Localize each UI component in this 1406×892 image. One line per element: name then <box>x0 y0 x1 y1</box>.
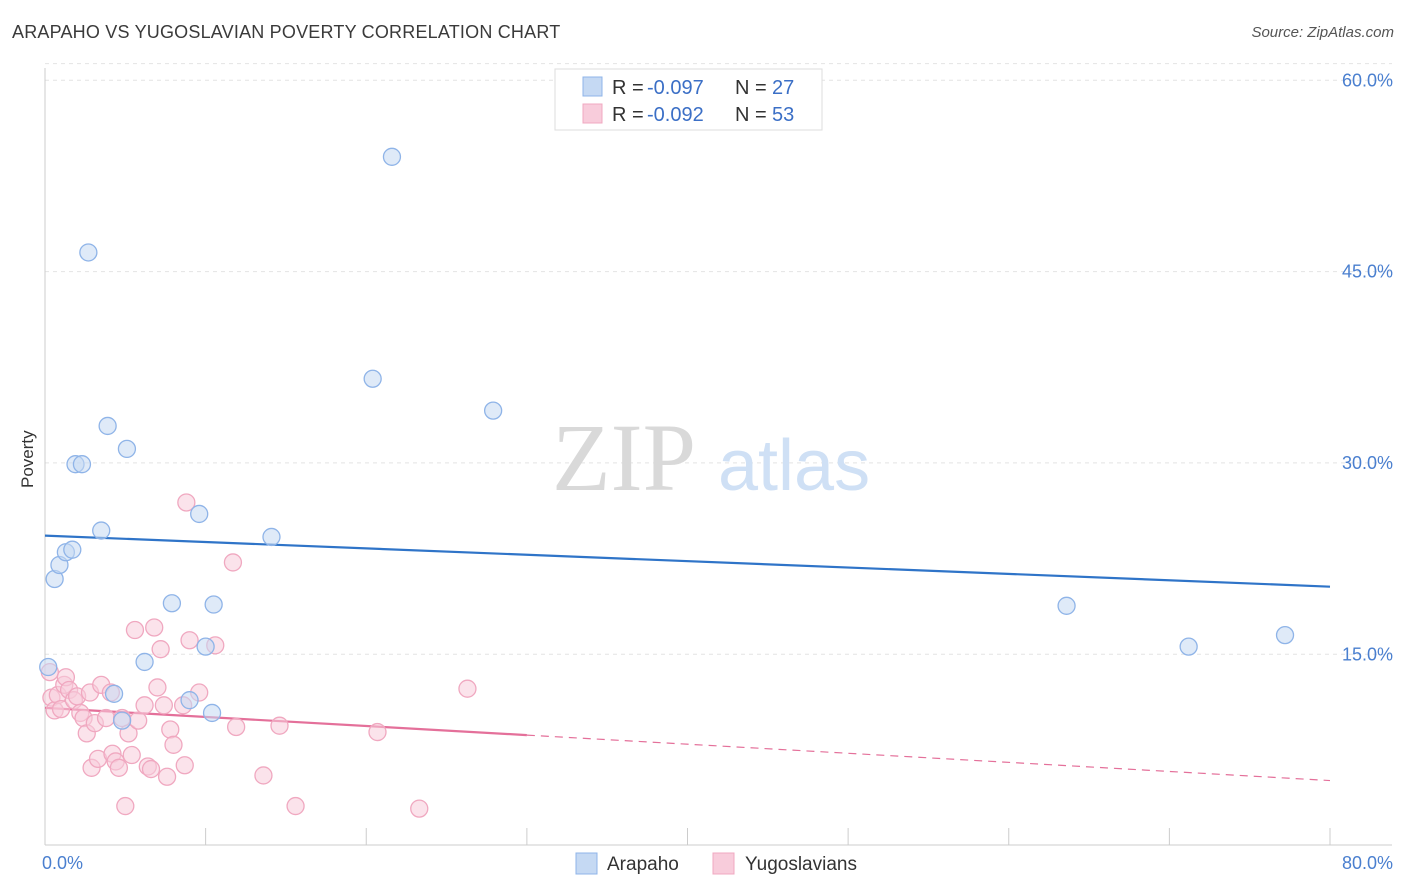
point-arapaho-23 <box>483 401 503 420</box>
point-arapaho-9 <box>98 416 117 436</box>
watermark: ZIP atlas <box>552 404 870 511</box>
x-tick-labels: 0.0% 80.0% <box>42 853 1393 873</box>
point-arapaho-22 <box>382 147 402 166</box>
point-arapaho-0 <box>39 657 58 677</box>
point-yugoslavians-32 <box>145 618 164 637</box>
point-yugoslavians-26 <box>122 745 141 765</box>
point-arapaho-26 <box>1275 625 1295 645</box>
bottom-legend-swatch-yugoslavians <box>712 852 735 875</box>
point-yugoslavians-37 <box>161 720 180 739</box>
y-tick-label-3: 60.0% <box>1342 70 1393 90</box>
point-yugoslavians-38 <box>164 735 183 754</box>
point-arapaho-4 <box>63 540 82 559</box>
legend-r-value-yugoslavians: -0.092 <box>647 104 704 126</box>
x-tick-label-max: 80.0% <box>1342 853 1393 873</box>
point-arapaho-14 <box>162 594 182 613</box>
point-arapaho-12 <box>117 439 137 459</box>
trend-lines <box>44 534 1331 782</box>
point-yugoslavians-4 <box>51 699 71 719</box>
y-axis-title: Poverty <box>18 430 37 488</box>
point-arapaho-17 <box>196 637 215 656</box>
point-yugoslavians-34 <box>151 640 170 659</box>
legend-swatch-yugoslavians <box>582 103 603 124</box>
point-arapaho-16 <box>190 504 209 524</box>
chart-title: ARAPAHO VS YUGOSLAVIAN POVERTY CORRELATI… <box>12 22 561 42</box>
point-arapaho-13 <box>135 652 154 672</box>
point-arapaho-15 <box>180 691 199 710</box>
bottom-legend: Arapaho Yugoslavians <box>575 852 857 875</box>
point-yugoslavians-52 <box>458 679 477 698</box>
point-yugoslavians-50 <box>368 722 387 742</box>
watermark-atlas: atlas <box>718 426 870 506</box>
point-yugoslavians-33 <box>148 678 167 697</box>
data-points <box>39 147 1295 818</box>
legend-r-label-arapaho: R = <box>612 77 649 99</box>
point-yugoslavians-46 <box>226 717 246 737</box>
point-yugoslavians-28 <box>129 711 148 730</box>
point-yugoslavians-18 <box>96 708 116 728</box>
point-yugoslavians-45 <box>223 553 243 572</box>
y-tick-labels: 15.0% 30.0% 45.0% 60.0% <box>1342 70 1393 664</box>
legend-n-label-yugoslavians: N = <box>735 104 772 126</box>
point-yugoslavians-40 <box>175 756 194 775</box>
x-ticks <box>44 828 1331 845</box>
point-yugoslavians-22 <box>109 758 129 777</box>
legend-swatch-arapaho <box>582 76 603 97</box>
point-arapaho-6 <box>72 455 92 474</box>
source-label: Source: ZipAtlas.com <box>1251 24 1394 41</box>
point-yugoslavians-51 <box>410 799 429 818</box>
point-arapaho-24 <box>1057 596 1076 615</box>
bottom-legend-label-arapaho: Arapaho <box>607 854 679 875</box>
bottom-legend-label-yugoslavians: Yugoslavians <box>745 854 857 875</box>
point-yugoslavians-27 <box>125 620 145 640</box>
axes <box>44 68 1392 846</box>
legend-n-value-arapaho: 27 <box>772 77 794 99</box>
grid-lines <box>45 63 1392 655</box>
point-arapaho-25 <box>1179 637 1198 656</box>
trend-line-extension-1 <box>526 734 1331 782</box>
point-arapaho-11 <box>112 711 132 730</box>
point-arapaho-19 <box>204 595 223 614</box>
y-tick-label-1: 30.0% <box>1342 453 1393 473</box>
point-yugoslavians-24 <box>116 796 135 816</box>
legend-n-label-arapaho: N = <box>735 77 772 99</box>
point-arapaho-21 <box>363 369 382 388</box>
point-yugoslavians-48 <box>270 716 289 735</box>
legend-n-value-yugoslavians: 53 <box>772 104 794 126</box>
point-arapaho-18 <box>202 703 222 723</box>
legend-r-value-arapaho: -0.097 <box>647 77 704 99</box>
point-yugoslavians-29 <box>135 696 154 715</box>
point-yugoslavians-41 <box>177 493 196 512</box>
x-tick-label-min: 0.0% <box>42 853 83 873</box>
point-yugoslavians-42 <box>180 631 199 650</box>
point-arapaho-10 <box>104 684 124 703</box>
watermark-zip: ZIP <box>552 404 696 511</box>
trend-line-0 <box>44 534 1331 588</box>
legend-box: R = -0.097 N = 27 R = -0.092 N = 53 <box>554 68 823 131</box>
legend-r-label-yugoslavians: R = <box>612 104 649 126</box>
y-tick-label-2: 45.0% <box>1342 262 1393 282</box>
point-yugoslavians-31 <box>141 759 161 779</box>
point-yugoslavians-47 <box>254 766 273 785</box>
y-tick-label-0: 15.0% <box>1342 644 1393 664</box>
point-arapaho-20 <box>262 527 281 547</box>
bottom-legend-swatch-arapaho <box>575 852 598 875</box>
point-arapaho-7 <box>79 243 98 262</box>
point-yugoslavians-49 <box>286 796 305 816</box>
point-yugoslavians-35 <box>154 696 174 715</box>
point-yugoslavians-36 <box>157 767 177 786</box>
point-arapaho-8 <box>92 521 111 540</box>
